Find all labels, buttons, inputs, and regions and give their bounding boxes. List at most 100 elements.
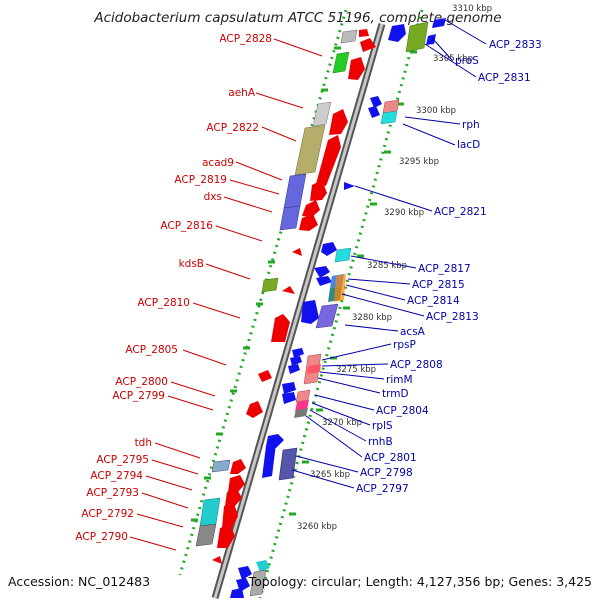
gene-feature — [288, 364, 300, 374]
gene-feature — [334, 274, 346, 302]
gene-label: acad9 — [202, 157, 234, 169]
gene-feature — [294, 408, 308, 418]
gene-label: trmD — [382, 388, 409, 400]
gene-feature — [266, 434, 284, 448]
gene-label: ACP_2799 — [112, 390, 165, 402]
gene-label: ACP_2800 — [115, 376, 168, 388]
gene-label: ACP_2792 — [81, 508, 134, 520]
gene-feature — [228, 475, 245, 492]
gene-label: ACP_2804 — [376, 405, 429, 417]
gene-feature — [282, 286, 295, 294]
gene-label: ACP_2822 — [206, 122, 259, 134]
backbone — [211, 23, 386, 599]
gene-feature — [295, 389, 311, 403]
gene-label: rnhB — [368, 436, 393, 448]
gene-feature — [310, 180, 327, 201]
gene-label: ACP_2808 — [390, 359, 443, 371]
gene-feature — [388, 24, 406, 42]
gene-feature — [283, 173, 307, 209]
gene-feature — [262, 444, 276, 478]
gene-feature — [368, 106, 380, 118]
gene-label: aehA — [228, 87, 256, 99]
scale-label: 3260 kbp — [297, 522, 337, 532]
gene-feature — [256, 560, 270, 572]
gene-label: rplS — [372, 420, 393, 432]
gene-feature — [195, 523, 217, 547]
gene-feature — [340, 29, 358, 44]
gene-feature — [292, 248, 302, 256]
gene-label: ACP_2819 — [174, 174, 227, 186]
gene-feature — [279, 205, 301, 231]
gene-feature — [230, 588, 244, 598]
gene-label: rph — [462, 119, 480, 131]
gene-label: ACP_2817 — [418, 263, 471, 275]
scale-label: 3295 kbp — [399, 157, 439, 167]
gene-feature — [249, 569, 267, 597]
gene-label: ACP_2821 — [434, 206, 487, 218]
gene-feature — [359, 29, 369, 37]
gene-label: acsA — [400, 326, 426, 338]
gene-feature — [246, 401, 263, 418]
gene-feature — [292, 348, 304, 358]
scale-label: 3290 kbp — [384, 208, 424, 218]
gene-feature — [315, 303, 339, 329]
gene-feature — [332, 51, 350, 74]
scale-label: 3280 kbp — [352, 313, 392, 323]
scale-label: 3305 kbp — [433, 54, 473, 64]
gene-label: rimM — [386, 374, 413, 386]
right-gene-labels: ACP_2833 proS ACP_2831 rph lacD ACP_2821… — [356, 39, 542, 495]
gene-label: lacD — [457, 139, 480, 151]
scale-label: 3265 kbp — [310, 470, 350, 480]
gene-label: ACP_2805 — [125, 344, 178, 356]
gene-label: dxs — [204, 191, 222, 203]
gene-feature — [380, 110, 398, 125]
right-dotted-line — [258, 9, 424, 599]
gene-feature — [302, 200, 320, 217]
gene-feature — [321, 242, 337, 256]
gene-label: ACP_2797 — [356, 483, 409, 495]
gene-feature — [312, 101, 332, 127]
gene-feature — [258, 370, 272, 382]
left-gene-labels: ACP_2828 aehA ACP_2822 acad9 ACP_2819 dx… — [75, 33, 272, 543]
gene-label: ACP_2828 — [219, 33, 272, 45]
gene-label: ACP_2794 — [90, 470, 143, 482]
gene-feature — [261, 277, 279, 293]
gene-label: ACP_2816 — [160, 220, 213, 232]
gene-feature — [299, 214, 318, 231]
gene-label: ACP_2795 — [96, 454, 149, 466]
gene-label: ACP_2833 — [489, 39, 542, 51]
right-leader-lines — [291, 19, 487, 489]
gene-feature — [334, 247, 352, 263]
scale-label: 3300 kbp — [416, 106, 456, 116]
scale-label: 3285 kbp — [367, 261, 407, 271]
gene-feature — [199, 497, 221, 527]
gene-feature — [271, 314, 290, 342]
gene-feature — [316, 135, 341, 186]
gene-label: ACP_2813 — [426, 311, 479, 323]
gene-feature — [225, 489, 242, 506]
gene-label: kdsB — [179, 258, 204, 270]
gene-feature — [307, 364, 321, 374]
gene-feature — [230, 459, 246, 474]
scale-label: 3275 kbp — [336, 365, 376, 375]
gene-feature — [329, 109, 348, 135]
gene-features — [195, 18, 446, 598]
gene-feature — [314, 266, 330, 278]
gene-label: tdh — [135, 437, 152, 449]
gene-feature — [217, 524, 235, 548]
scale-label: 3270 kbp — [322, 418, 362, 428]
scale-label: 3310 kbp — [452, 4, 492, 14]
gene-label: ACP_2790 — [75, 531, 128, 543]
gene-feature — [432, 18, 446, 28]
gene-label: ACP_2810 — [137, 297, 190, 309]
gene-feature — [360, 38, 376, 52]
gene-feature — [290, 356, 302, 366]
gene-feature — [316, 276, 332, 286]
gene-label: ACP_2831 — [478, 72, 531, 84]
gene-feature — [238, 566, 252, 580]
gene-feature — [294, 124, 326, 176]
gene-feature — [222, 503, 238, 528]
gene-feature — [426, 34, 436, 45]
gene-feature — [370, 96, 382, 108]
